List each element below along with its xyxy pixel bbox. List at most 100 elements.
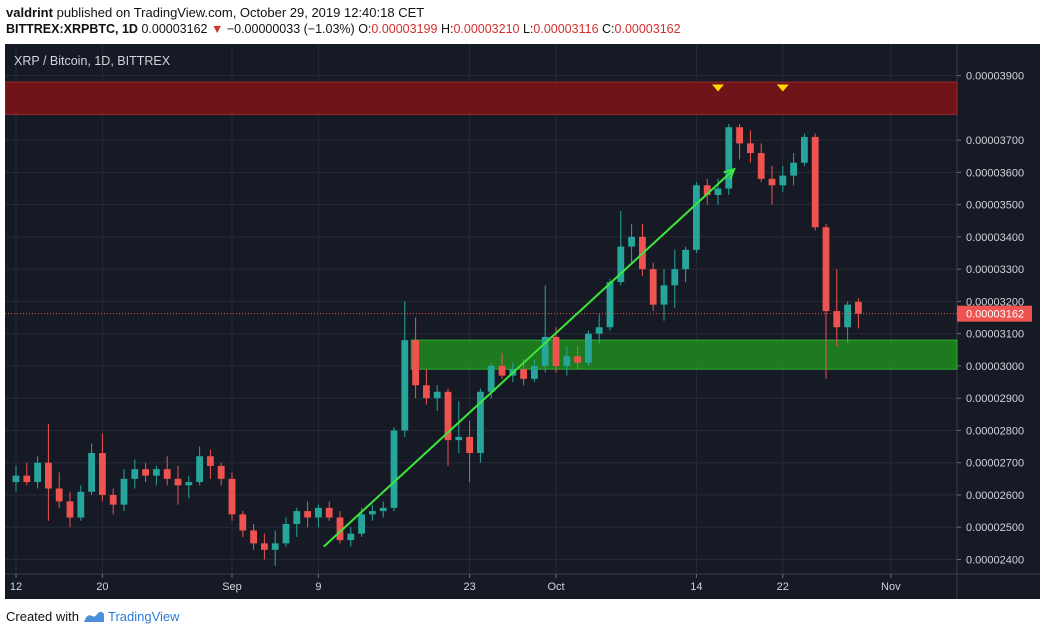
- candle-body: [131, 469, 139, 479]
- y-tick-label: 0.00003100: [966, 329, 1024, 341]
- candle[interactable]: [606, 278, 614, 331]
- candle[interactable]: [531, 359, 538, 383]
- candle[interactable]: [595, 314, 603, 344]
- candle[interactable]: [347, 527, 355, 547]
- candle[interactable]: [336, 511, 344, 544]
- candle[interactable]: [574, 346, 581, 370]
- candle[interactable]: [477, 388, 484, 463]
- candle[interactable]: [649, 262, 657, 312]
- candle[interactable]: [228, 472, 236, 521]
- created-with-text: Created with: [6, 609, 79, 624]
- candle-body: [466, 436, 473, 454]
- candle[interactable]: [552, 327, 560, 373]
- candle[interactable]: [628, 224, 635, 263]
- candle[interactable]: [790, 153, 797, 186]
- candle[interactable]: [833, 269, 841, 347]
- candle[interactable]: [315, 504, 322, 528]
- resistance-zone[interactable]: [4, 81, 958, 115]
- candle-body: [606, 282, 614, 328]
- candle[interactable]: [196, 446, 203, 486]
- candle[interactable]: [757, 143, 765, 183]
- candle[interactable]: [768, 165, 776, 205]
- candle[interactable]: [401, 301, 409, 437]
- candle[interactable]: [282, 517, 290, 547]
- candle[interactable]: [217, 462, 225, 486]
- candle[interactable]: [99, 433, 106, 502]
- candle-body: [747, 143, 754, 154]
- candle[interactable]: [466, 420, 473, 483]
- candle[interactable]: [45, 424, 52, 521]
- candle[interactable]: [174, 465, 182, 505]
- candle[interactable]: [207, 449, 214, 479]
- candle[interactable]: [693, 182, 700, 254]
- candle[interactable]: [23, 462, 31, 486]
- candle[interactable]: [585, 330, 592, 366]
- candle[interactable]: [66, 491, 74, 528]
- candle[interactable]: [703, 178, 711, 205]
- chart-area[interactable]: 0.00002400 0.00002500 0.00002600 0.00002700…: [4, 44, 1040, 599]
- candle[interactable]: [811, 133, 819, 231]
- candle[interactable]: [660, 269, 668, 321]
- candle[interactable]: [34, 456, 41, 489]
- candle[interactable]: [822, 224, 830, 379]
- candle[interactable]: [541, 285, 549, 373]
- y-tick-label: 0.00003700: [966, 135, 1024, 147]
- candle[interactable]: [120, 469, 128, 512]
- candle[interactable]: [412, 317, 419, 399]
- candle[interactable]: [855, 298, 862, 329]
- candle[interactable]: [379, 501, 387, 518]
- candle[interactable]: [261, 533, 268, 560]
- candle[interactable]: [304, 501, 311, 528]
- candle[interactable]: [779, 165, 787, 192]
- candle[interactable]: [271, 530, 279, 566]
- candle[interactable]: [444, 388, 452, 466]
- y-axis[interactable]: 0.00002400 0.00002500 0.00002600 0.00002700…: [957, 71, 1032, 567]
- candle-body: [552, 336, 560, 366]
- candle[interactable]: [725, 124, 733, 195]
- candle[interactable]: [88, 443, 95, 495]
- tradingview-link[interactable]: TradingView: [83, 609, 180, 624]
- candle[interactable]: [325, 501, 333, 521]
- candle[interactable]: [498, 353, 506, 379]
- candle-body: [207, 456, 214, 466]
- candle[interactable]: [142, 462, 149, 483]
- candle[interactable]: [747, 130, 754, 163]
- candle[interactable]: [369, 504, 376, 521]
- candle[interactable]: [55, 472, 63, 508]
- candle[interactable]: [185, 475, 193, 499]
- candle[interactable]: [736, 124, 743, 160]
- support-zone[interactable]: [410, 339, 958, 370]
- author-name[interactable]: valdrint: [6, 5, 53, 20]
- price-zones: [4, 81, 958, 370]
- candle[interactable]: [390, 427, 398, 512]
- candle[interactable]: [563, 346, 571, 376]
- y-tick-label: 0.00002800: [966, 425, 1024, 437]
- candlestick-chart[interactable]: 0.00002400 0.00002500 0.00002600 0.00002700…: [4, 44, 1040, 599]
- candle[interactable]: [455, 401, 463, 454]
- candle[interactable]: [109, 488, 117, 515]
- trendline-arrow[interactable]: [323, 168, 735, 548]
- candle-body: [714, 188, 722, 195]
- candle[interactable]: [682, 246, 689, 283]
- candle[interactable]: [293, 507, 301, 537]
- price-change: −0.00000033 (−1.03%): [226, 22, 355, 36]
- candle[interactable]: [423, 369, 430, 405]
- x-axis[interactable]: 12 20 Sep 9 23 Oct 14 22 Nov: [10, 574, 901, 593]
- candle[interactable]: [639, 224, 646, 276]
- tradingview-brand: TradingView: [107, 609, 180, 624]
- candle[interactable]: [671, 249, 679, 308]
- candle[interactable]: [12, 465, 20, 492]
- y-tick-label: 0.00003600: [966, 167, 1024, 179]
- candle[interactable]: [77, 485, 85, 521]
- candle[interactable]: [163, 456, 171, 486]
- candle-body: [325, 507, 333, 518]
- candle[interactable]: [250, 524, 257, 550]
- candle[interactable]: [239, 511, 247, 537]
- candle[interactable]: [433, 385, 441, 412]
- candle[interactable]: [801, 133, 808, 166]
- arrow-head-icon: [723, 167, 736, 180]
- candle[interactable]: [844, 301, 851, 344]
- candle[interactable]: [131, 459, 139, 489]
- candle-body: [541, 336, 549, 366]
- candle[interactable]: [153, 465, 160, 486]
